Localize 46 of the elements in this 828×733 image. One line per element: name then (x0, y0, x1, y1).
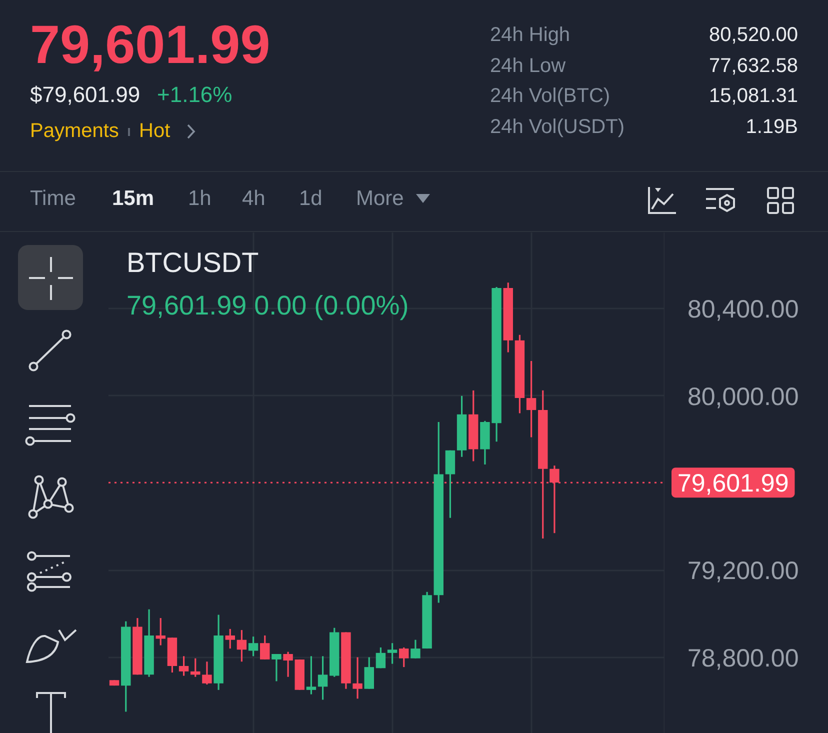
candlestick (178, 655, 189, 677)
ref-line-label: 79,601.99 (678, 470, 789, 498)
text: More (356, 186, 404, 211)
candlestick (260, 634, 270, 660)
text: 15m (112, 186, 154, 211)
y-tick-label: 78,800.00 (688, 644, 799, 672)
candlestick (156, 617, 166, 646)
candlestick (306, 655, 316, 696)
candlestick (225, 628, 235, 650)
candlestick (410, 639, 420, 660)
y-tick-label: 80,000.00 (688, 382, 799, 411)
text: 1.19B (746, 115, 798, 140)
text: 79,601.99 0.00 (0.00%) (126, 290, 409, 320)
candlestick (272, 653, 282, 682)
y-tick-label: 79,200.00 (688, 557, 799, 586)
text: Time (30, 186, 76, 211)
candlestick (387, 642, 398, 665)
text: 1d (299, 186, 322, 211)
candlestick (202, 660, 212, 686)
text: 24h High (490, 23, 570, 48)
text: 1h (188, 186, 212, 211)
candlestick (445, 450, 456, 519)
text: 15,081.31 (709, 84, 798, 108)
text: 24h Low (490, 54, 566, 78)
text: $79,601.99 (30, 82, 140, 108)
candlestick (399, 646, 409, 668)
candlestick (364, 656, 374, 690)
text: 77,632.58 (709, 54, 798, 78)
text: +1.16% (157, 82, 232, 108)
text: Payments (30, 119, 119, 144)
text: 4h (242, 186, 266, 211)
candlestick (236, 629, 247, 662)
candlestick (526, 360, 536, 438)
text: 24h Vol(BTC) (490, 84, 610, 108)
text: 80,520.00 (709, 23, 798, 48)
candlestick (318, 655, 328, 701)
candlestick (190, 658, 200, 678)
text: 24h Vol(USDT) (490, 115, 624, 140)
candlestick (283, 651, 293, 678)
text: 79,601.99 (30, 14, 270, 78)
y-tick-label: 80,400.00 (688, 296, 799, 324)
text: Hot (139, 119, 170, 144)
candlestick (352, 656, 362, 700)
text: BTCUSDT (126, 247, 259, 278)
candlestick (376, 646, 386, 669)
candlestick (248, 636, 258, 657)
